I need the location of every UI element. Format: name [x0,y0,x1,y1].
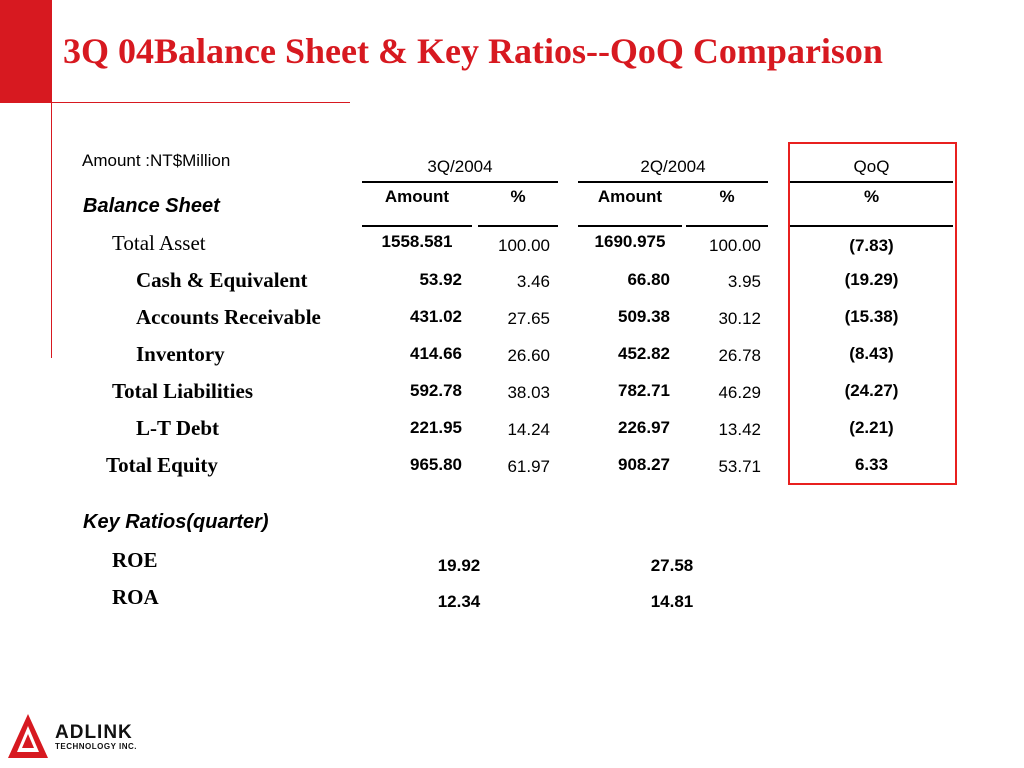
qoq-pct-rule [790,225,953,227]
ar-q2-pct: 30.12 [718,309,761,328]
row-label-total-asset: Total Asset [112,231,206,255]
period2-pct-rule [686,225,768,227]
period2-amount-header: Amount [597,187,663,206]
qoq-header: QoQ [853,157,890,176]
period2-header: 2Q/2004 [640,157,706,176]
lt-debt-qoq: (2.21) [849,418,894,437]
roa-q2: 14.81 [650,592,694,611]
roa-q3: 12.34 [437,592,481,611]
qoq-highlight-box [788,142,957,485]
period1-amount-header: Amount [384,187,450,206]
lt-debt-q3-pct: 14.24 [507,420,550,439]
period2-header-rule [578,181,768,183]
period1-amount-rule [362,225,472,227]
liabilities-q2-pct: 46.29 [718,383,761,402]
balance-sheet-heading: Balance Sheet [83,195,220,217]
period1-pct-header: % [510,187,526,206]
inventory-q3-pct: 26.60 [507,346,550,365]
total-asset-qoq: (7.83) [849,236,894,255]
total-asset-q2-pct: 100.00 [709,236,761,255]
equity-qoq: 6.33 [854,455,889,474]
cash-qoq: (19.29) [844,270,899,289]
row-label-total-equity: Total Equity [106,453,218,477]
total-asset-q2-amount: 1690.975 [594,232,666,251]
cash-q2-pct: 3.95 [727,272,761,291]
row-label-total-liabilities: Total Liabilities [112,379,254,403]
qoq-pct-header: % [863,187,880,206]
cash-q3-pct: 3.46 [516,272,550,291]
period1-header-rule [362,181,558,183]
ar-q3-amount: 431.02 [410,307,462,326]
unit-note: Amount :NT$Million [82,151,231,170]
key-ratios-heading: Key Ratios(quarter) [83,511,269,533]
row-label-cash: Cash & Equivalent [136,268,308,292]
row-label-inventory: Inventory [136,342,225,366]
ar-q2-amount: 509.38 [618,307,670,326]
logo-name: ADLINK [55,722,133,743]
total-asset-q3-amount: 1558.581 [381,232,453,251]
title-underline [52,102,350,103]
cash-q2-amount: 66.80 [627,270,670,289]
ar-q3-pct: 27.65 [507,309,550,328]
side-accent-line [51,103,52,358]
qoq-header-rule [790,181,953,183]
ar-qoq: (15.38) [844,307,899,326]
equity-q3-amount: 965.80 [410,455,462,474]
liabilities-q3-amount: 592.78 [410,381,462,400]
period2-amount-rule [578,225,682,227]
cash-q3-amount: 53.92 [419,270,462,289]
liabilities-q3-pct: 38.03 [507,383,550,402]
equity-q3-pct: 61.97 [507,457,550,476]
row-label-lt-debt: L-T Debt [136,416,220,440]
title-accent-block [0,0,52,103]
inventory-q2-pct: 26.78 [718,346,761,365]
inventory-q3-amount: 414.66 [410,344,462,363]
row-label-accounts-receivable: Accounts Receivable [136,305,321,329]
total-asset-q3-pct: 100.00 [498,236,550,255]
period1-pct-rule [478,225,558,227]
period1-header: 3Q/2004 [427,157,493,176]
roe-q2: 27.58 [650,556,694,575]
period2-pct-header: % [719,187,735,206]
page-title: 3Q 04Balance Sheet & Key Ratios--QoQ Com… [63,31,883,71]
equity-q2-pct: 53.71 [718,457,761,476]
lt-debt-q3-amount: 221.95 [410,418,462,437]
row-label-roa: ROA [112,585,159,609]
roe-q3: 19.92 [437,556,481,575]
equity-q2-amount: 908.27 [618,455,670,474]
inventory-q2-amount: 452.82 [618,344,670,363]
adlink-logo-icon [8,714,48,758]
logo-tagline: TECHNOLOGY INC. [55,742,138,751]
liabilities-qoq: (24.27) [844,381,899,400]
inventory-qoq: (8.43) [849,344,894,363]
liabilities-q2-amount: 782.71 [618,381,670,400]
row-label-roe: ROE [112,548,158,572]
lt-debt-q2-amount: 226.97 [618,418,670,437]
lt-debt-q2-pct: 13.42 [718,420,761,439]
